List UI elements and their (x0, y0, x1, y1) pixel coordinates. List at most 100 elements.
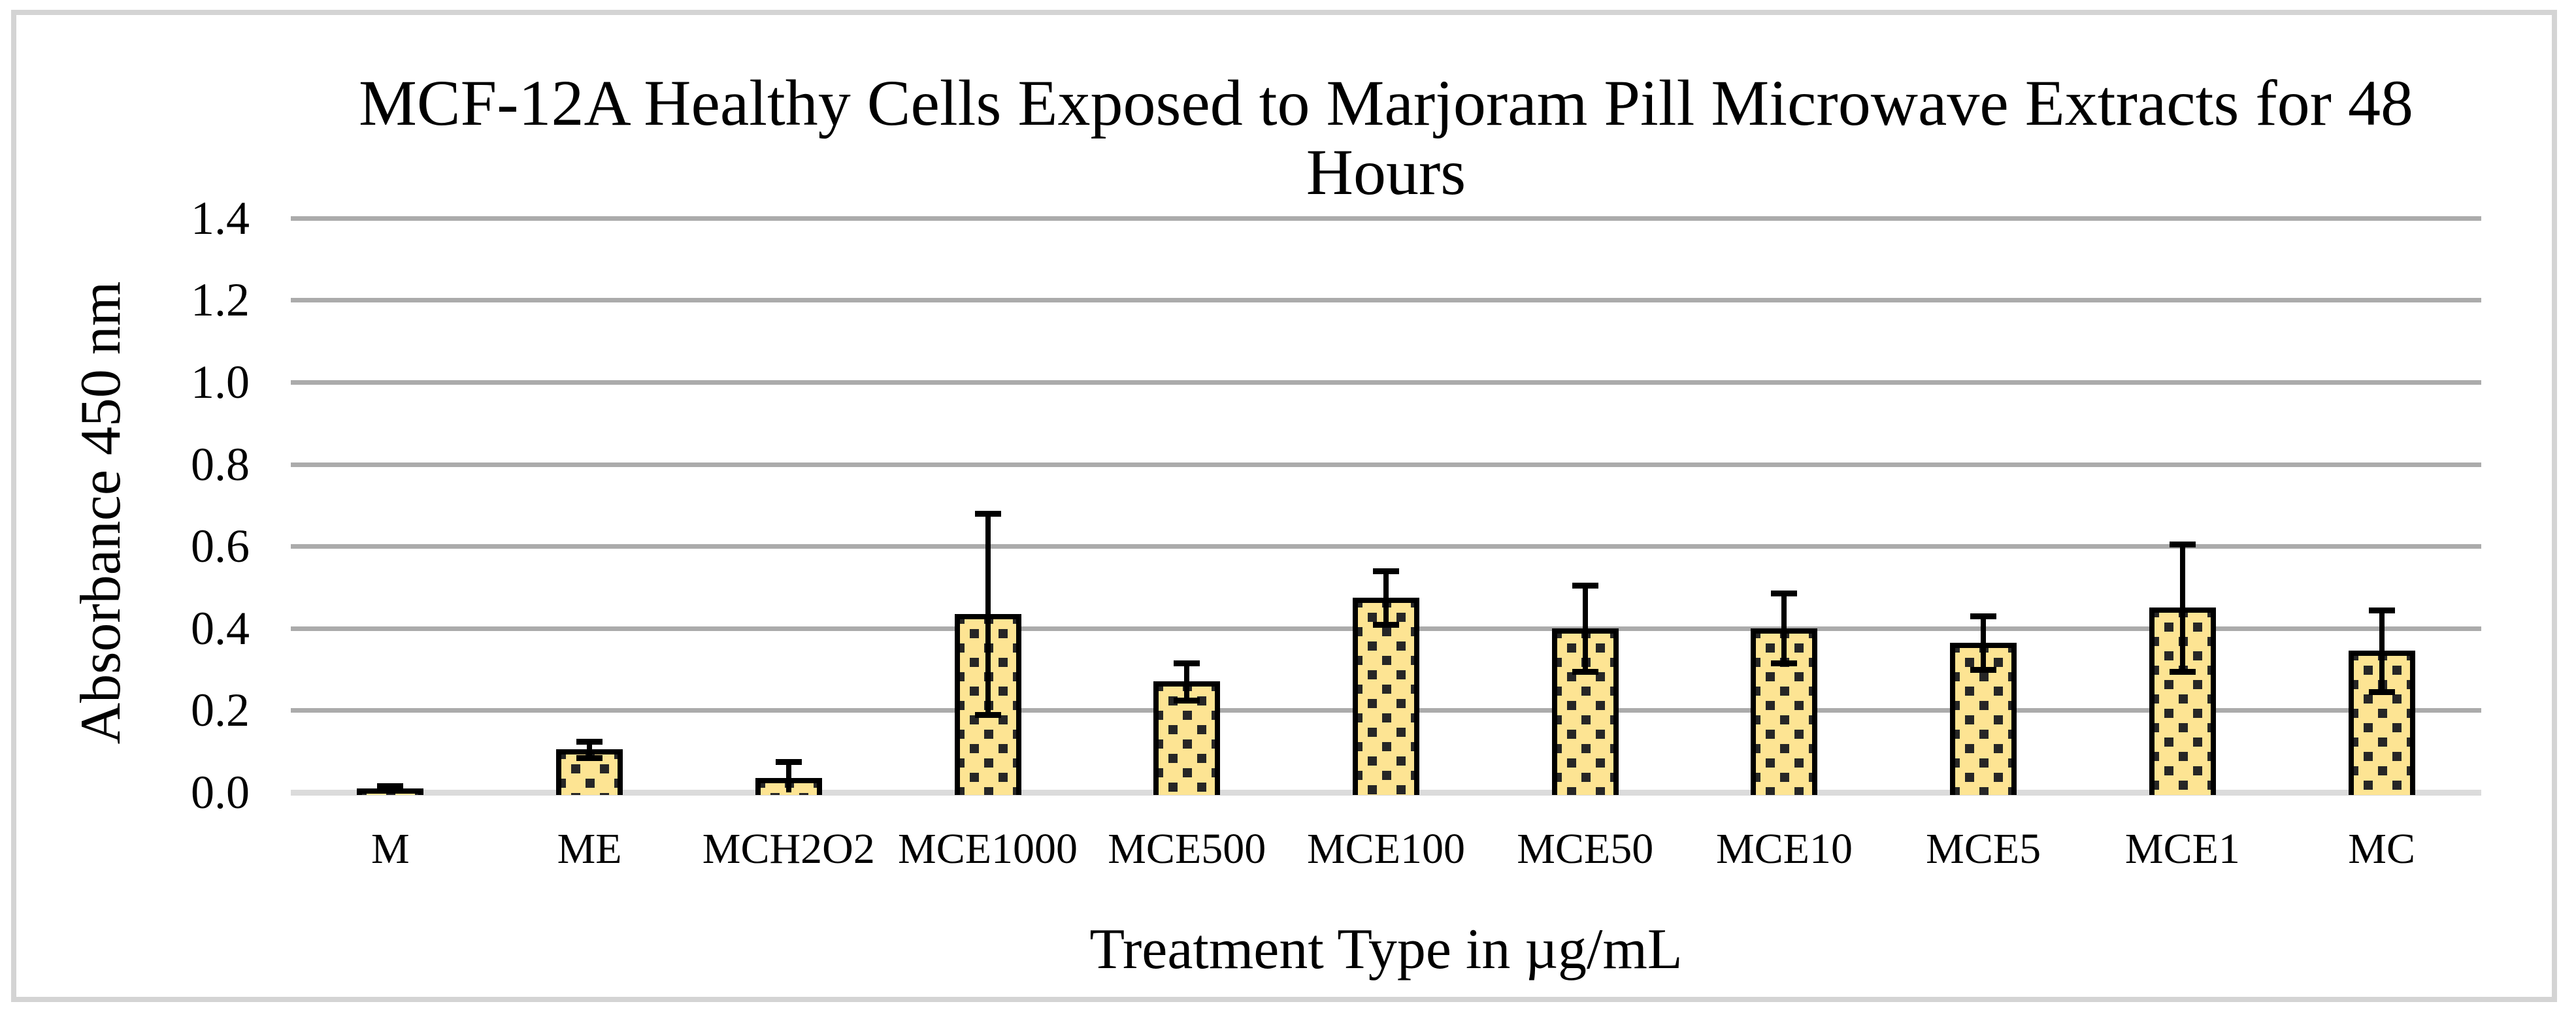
bar-pattern-dot (1994, 686, 2004, 696)
chart-title-line1: MCF-12A Healthy Cells Exposed to Marjora… (359, 67, 2413, 139)
error-bar-top-cap (1771, 591, 1798, 597)
bar-pattern-dot (2154, 781, 2159, 790)
bar-pattern-dot (1557, 633, 1562, 638)
bar-pattern-dot (2008, 672, 2012, 681)
bar-pattern-dot (1766, 786, 1775, 795)
bar-pattern-dot (2192, 623, 2202, 632)
bar-pattern-dot (1411, 741, 1414, 751)
bar-pattern-dot (2207, 694, 2211, 704)
bar-pattern-dot (770, 793, 780, 795)
bar-pattern-dot (1212, 687, 1215, 692)
bar-pattern-dot (1396, 756, 1406, 766)
x-tick-label: MCE500 (1108, 825, 1266, 873)
bar-pattern-dot (959, 672, 965, 681)
bar-pattern-dot (1411, 713, 1414, 722)
bar-pattern-dot (1581, 772, 1591, 782)
bar-pattern-dot (1012, 700, 1016, 710)
bar-pattern-dot (2363, 752, 2373, 762)
bar-pattern-dot (1396, 612, 1406, 622)
bar-pattern-dot (2192, 737, 2202, 747)
bar-pattern-dot (1780, 772, 1790, 782)
bar-pattern-dot (2406, 709, 2410, 719)
bar-pattern-dot (1756, 657, 1761, 667)
bar-pattern-dot (2192, 766, 2202, 776)
bar-pattern-dot (1794, 700, 1804, 710)
bar-pattern-dot (760, 783, 765, 788)
error-bar-top-cap (1373, 568, 1399, 574)
x-tick-label: MCE5 (1926, 825, 2041, 873)
bar-pattern-dot (1610, 686, 1613, 696)
bar-pattern-dot (1955, 700, 1960, 710)
bar-pattern-dot (998, 772, 1008, 782)
bar-pattern-dot (1557, 686, 1562, 696)
bar-pattern-dot (2363, 694, 2373, 704)
bar-pattern-dot (1358, 602, 1362, 608)
bar-pattern-dot (1780, 743, 1790, 753)
bar-pattern-dot (2207, 752, 2211, 762)
y-tick-label: 1.0 (191, 356, 250, 408)
bar-pattern-dot (1979, 786, 1989, 795)
chart-title-line2: Hours (1306, 136, 1466, 208)
bar-pattern-dot (2207, 781, 2211, 790)
bar-pattern-dot (2154, 666, 2159, 675)
bar-pattern-dot (561, 779, 567, 788)
bar-pattern-dot (1610, 715, 1613, 724)
x-tick-label: MCE1000 (898, 825, 1078, 873)
bar-pattern-dot (959, 786, 965, 795)
bar-pattern-dot (2353, 680, 2358, 690)
bar-pattern-dot (1766, 729, 1775, 739)
error-bar-top-cap (1174, 660, 1200, 667)
bar-pattern-dot (1382, 626, 1391, 636)
error-bar-bottom-cap (1373, 621, 1399, 628)
bar-pattern-dot (2164, 737, 2173, 747)
bar-pattern-dot (2392, 723, 2402, 733)
bar-pattern-dot (1012, 672, 1016, 681)
x-tick-label: MCE10 (1715, 825, 1853, 873)
bar-pattern-dot (2154, 694, 2159, 704)
bar-pattern-dot (2154, 723, 2159, 733)
bar-pattern-dot (969, 657, 979, 667)
bar-pattern-dot (1595, 758, 1605, 768)
bar-pattern-dot (571, 764, 581, 774)
bar-pattern-dot (1994, 657, 2004, 667)
bar-pattern-dot (2008, 700, 2012, 710)
bar-pattern-dot (1368, 698, 1377, 708)
x-tick-label: MCE1 (2124, 825, 2240, 873)
bar-pattern-dot (2353, 737, 2358, 747)
bar-pattern-dot (1183, 711, 1193, 721)
bar-pattern-dot (1610, 772, 1613, 782)
bar-pattern-dot (1756, 772, 1761, 782)
bar-pattern-dot (1581, 715, 1591, 724)
bar-pattern-dot (1358, 684, 1362, 694)
bar-pattern-dot (2192, 680, 2202, 690)
gridline (291, 380, 2481, 385)
bar-pattern-dot (1168, 725, 1178, 735)
bar-pattern-dot (1358, 626, 1362, 636)
y-tick-label: 1.4 (191, 191, 250, 244)
bar-pattern-dot (1557, 772, 1562, 782)
bar-pattern-dot (2164, 680, 2173, 690)
bar-pattern-dot (1994, 743, 2004, 753)
bar-pattern-dot (1794, 786, 1804, 795)
bar-pattern-dot (969, 743, 979, 753)
bar-pattern-dot (1809, 633, 1813, 638)
bar-pattern-dot (1411, 655, 1414, 665)
bar-pattern-dot (2392, 666, 2402, 675)
bar-pattern-dot (2178, 781, 2188, 790)
bar-pattern-dot (1012, 729, 1016, 739)
y-tick-label: 0.0 (191, 766, 250, 818)
bar-pattern-dot (362, 793, 367, 795)
y-tick-label: 0.2 (191, 684, 250, 737)
bar-pattern-dot (1994, 772, 2004, 782)
bar-pattern-dot (1557, 743, 1562, 753)
error-bar-top-cap (377, 783, 404, 789)
bar-pattern-dot (571, 793, 581, 795)
bar-pattern-dot (2008, 758, 2012, 768)
gridline (291, 216, 2481, 221)
gridline (291, 298, 2481, 303)
bar-pattern-dot (2406, 680, 2410, 690)
bar-pattern-dot (1965, 743, 1975, 753)
bar-pattern-dot (2008, 729, 2012, 739)
error-bar-top-cap (2368, 607, 2395, 613)
bar-pattern-dot (1368, 756, 1377, 766)
